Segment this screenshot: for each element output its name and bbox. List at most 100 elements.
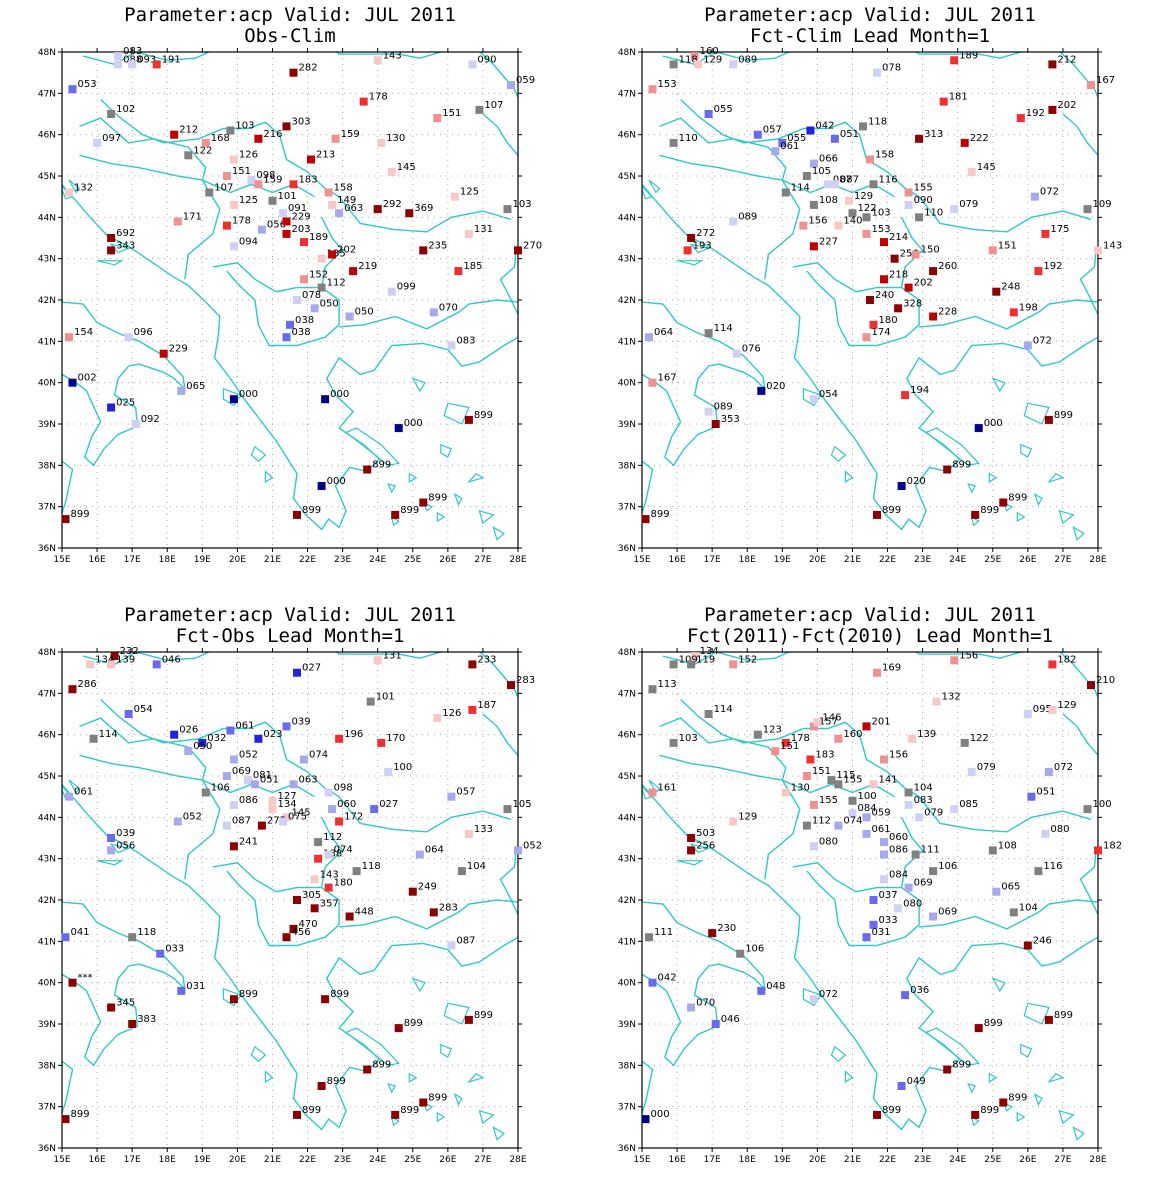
station-square — [282, 122, 291, 131]
station-marker: 899 — [971, 505, 999, 519]
station-square — [950, 805, 959, 814]
station-label: 108 — [819, 195, 838, 206]
lat-tick-label: 37N — [38, 1103, 56, 1113]
station-marker: 118 — [352, 861, 381, 876]
station-label: 134 — [700, 646, 719, 657]
station-label: 353 — [721, 414, 740, 425]
panel-fct-clim: Parameter:acp Valid: JUL 2011 Fct-Clim L… — [580, 0, 1160, 600]
lon-tick-label: 28E — [1089, 1155, 1106, 1165]
station-label: 055 — [714, 104, 733, 115]
station-label: 899 — [428, 1093, 447, 1104]
station-marker: 118 — [859, 116, 887, 131]
station-label: 027 — [302, 663, 321, 674]
station-square — [732, 349, 741, 358]
panel-fct-obs: Parameter:acp Valid: JUL 2011 Fct-Obs Le… — [0, 600, 580, 1200]
station-marker: 026 — [170, 725, 198, 739]
lat-tick-label: 41N — [38, 337, 56, 347]
station-label: 118 — [137, 927, 156, 938]
station-square — [897, 1082, 906, 1090]
station-square — [690, 652, 699, 661]
station-square — [690, 52, 699, 61]
station-label: 116 — [879, 174, 898, 185]
station-square — [107, 1003, 116, 1012]
station-label: 061 — [780, 141, 799, 152]
station-marker: 216 — [254, 129, 282, 143]
station-square — [257, 225, 266, 234]
station-marker: 222 — [960, 133, 989, 147]
station-marker: 899 — [943, 460, 971, 474]
station-label: 305 — [302, 890, 321, 901]
station-square — [687, 834, 696, 842]
station-label: 192 — [1026, 108, 1045, 119]
station-marker: 152 — [300, 269, 328, 284]
station-square — [507, 681, 515, 690]
station-label: 180 — [334, 878, 353, 889]
station-label: 470 — [299, 919, 318, 930]
station-square — [257, 821, 266, 830]
station-marker: 076 — [732, 344, 761, 358]
station-label: 083 — [456, 336, 475, 347]
station-marker: 202 — [328, 245, 356, 259]
station-square — [971, 510, 980, 519]
station-marker: 051 — [1027, 787, 1055, 801]
station-marker: 256 — [687, 840, 715, 855]
station-label: 101 — [278, 191, 297, 202]
station-label: 174 — [872, 327, 891, 338]
station-marker: 050 — [345, 307, 374, 321]
station-marker: 064 — [415, 845, 444, 859]
station-label: 094 — [239, 236, 258, 247]
station-marker: 192 — [1016, 108, 1045, 123]
lat-tick-label: 47N — [618, 89, 636, 99]
station-marker: 111 — [645, 927, 673, 942]
station-square — [282, 333, 291, 342]
station-marker: 283 — [429, 902, 458, 917]
station-square — [753, 730, 762, 739]
station-marker: 156 — [880, 750, 908, 764]
station-label: 103 — [872, 207, 891, 218]
station-label: 049 — [907, 1076, 926, 1087]
station-marker: *** — [68, 973, 93, 987]
station-marker: 089 — [729, 54, 757, 69]
station-marker: 106 — [201, 783, 230, 797]
lat-tick-label: 39N — [38, 420, 56, 430]
station-square — [729, 817, 738, 826]
station-marker: 112 — [317, 278, 346, 292]
station-square — [475, 105, 484, 114]
station-square — [960, 138, 969, 147]
station-square — [68, 685, 77, 694]
lat-tick-label: 45N — [618, 172, 636, 182]
station-square — [268, 196, 277, 205]
station-square — [447, 941, 456, 950]
station-label: 053 — [78, 79, 97, 90]
station-square — [771, 147, 780, 156]
panel-title: Parameter:acp Valid: JUL 2011 — [704, 4, 1036, 26]
station-marker: 054 — [809, 389, 838, 404]
station-marker: 059 — [862, 807, 891, 822]
station-label: 059 — [872, 807, 891, 818]
lat-tick-label: 45N — [618, 772, 636, 782]
station-square — [967, 167, 976, 176]
station-marker: 055 — [778, 133, 806, 147]
station-marker: 131 — [464, 224, 493, 238]
station-square — [802, 172, 811, 180]
station-label: 158 — [334, 183, 353, 194]
station-square — [753, 130, 762, 139]
lat-tick-label: 44N — [38, 213, 56, 223]
station-label: 118 — [868, 116, 887, 127]
station-marker: 072 — [1023, 336, 1052, 350]
station-square — [366, 697, 375, 706]
station-label: 168 — [211, 133, 230, 144]
station-label: 033 — [165, 944, 184, 955]
station-square — [124, 333, 133, 342]
station-label: 038 — [292, 327, 311, 338]
station-square — [687, 846, 696, 855]
station-square — [324, 850, 333, 859]
station-marker: 899 — [419, 493, 447, 507]
station-label: 079 — [959, 199, 978, 210]
station-square — [317, 1082, 326, 1090]
station-label: 292 — [383, 199, 402, 210]
station-square — [1083, 805, 1092, 814]
station-square — [1048, 660, 1057, 669]
station-label: 105 — [812, 166, 831, 177]
